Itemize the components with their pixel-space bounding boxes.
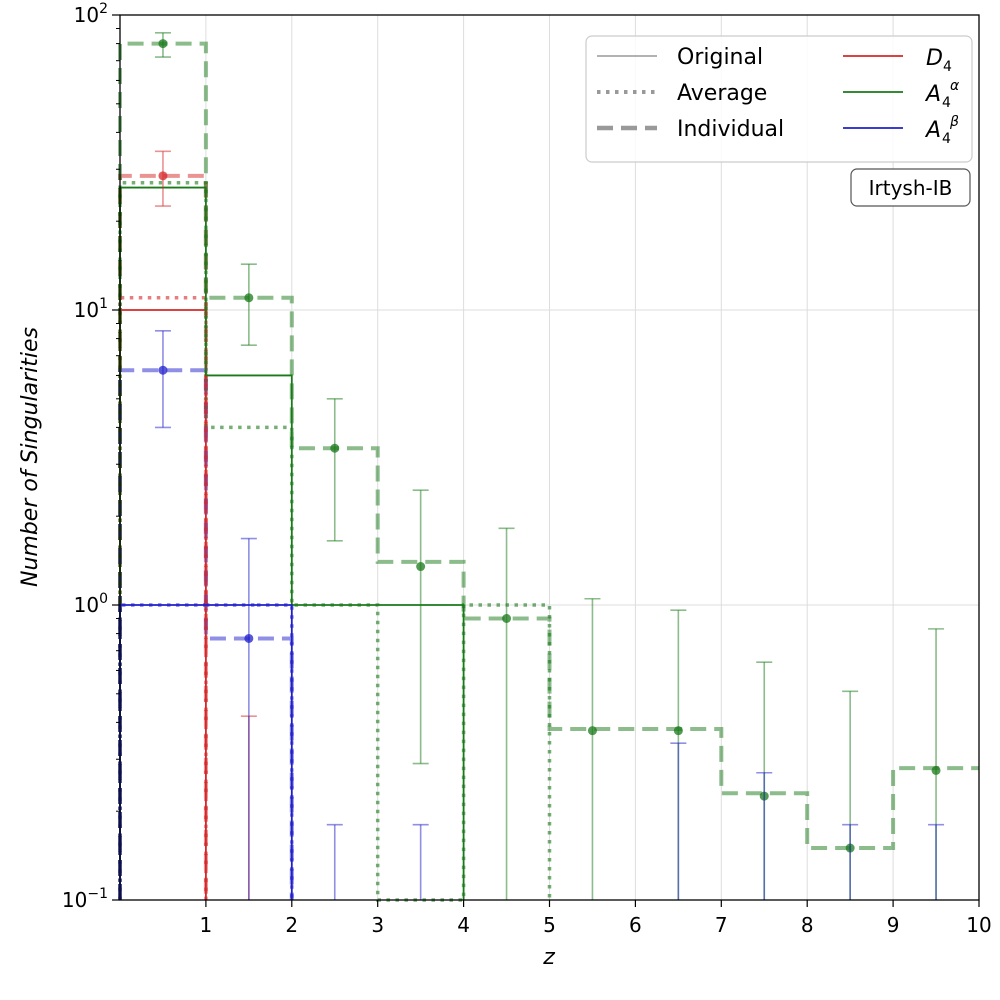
x-tick-label: 1 [200,913,213,937]
legend-box [585,35,973,163]
legend-label-solid: Original [677,45,763,70]
point-A4alpha [416,562,426,572]
point-A4alpha [587,726,597,736]
series-A4alpha-individual [118,41,979,900]
legend-label-series: D4 [926,46,952,75]
legend: Original Average Individual D4 A α 4A β 4 [585,35,973,163]
legend-label-dotted: Average [677,81,767,106]
x-tick-label: 9 [887,913,900,937]
x-tick-label: 5 [543,913,556,937]
point-A4alpha [673,726,683,736]
ticks: 1 2 3 4 5 6 7 8 9 10 10−1 100 101 102 [62,1,992,937]
x-tick-label: 2 [285,913,298,937]
y-tick-label: 101 [74,296,108,322]
x-tick-label: 6 [629,913,642,937]
annotation-text: Irtysh-IB [869,176,953,200]
y-tick-label: 10−1 [62,886,108,912]
point-A4alpha [158,39,168,49]
x-tick-label: 8 [801,913,814,937]
y-tick-label: 100 [74,591,108,617]
x-tick-label: 3 [371,913,384,937]
x-tick-label: 4 [457,913,470,937]
x-axis-label: z [542,945,555,970]
series-A4alpha-original [119,186,465,900]
point-D4 [158,171,168,181]
x-tick-label: 10 [966,913,991,937]
annotation-box [850,168,971,207]
x-tick-label: 7 [715,913,728,937]
point-A4alpha [330,443,340,453]
point-A4alpha [931,765,941,775]
annotation-badge: Irtysh-IB [850,168,971,207]
legend-series: D4 A α 4A β 4 [843,46,960,147]
y-axis-label: Number of Singularities [18,327,43,587]
point-A4beta [244,633,254,643]
point-A4alpha [502,613,512,623]
legend-label-dashed: Individual [677,117,784,142]
legend-styles: Original Average Individual [597,45,784,142]
point-A4alpha [244,293,254,303]
y-tick-label: 102 [74,1,108,27]
point-A4beta [158,365,168,375]
